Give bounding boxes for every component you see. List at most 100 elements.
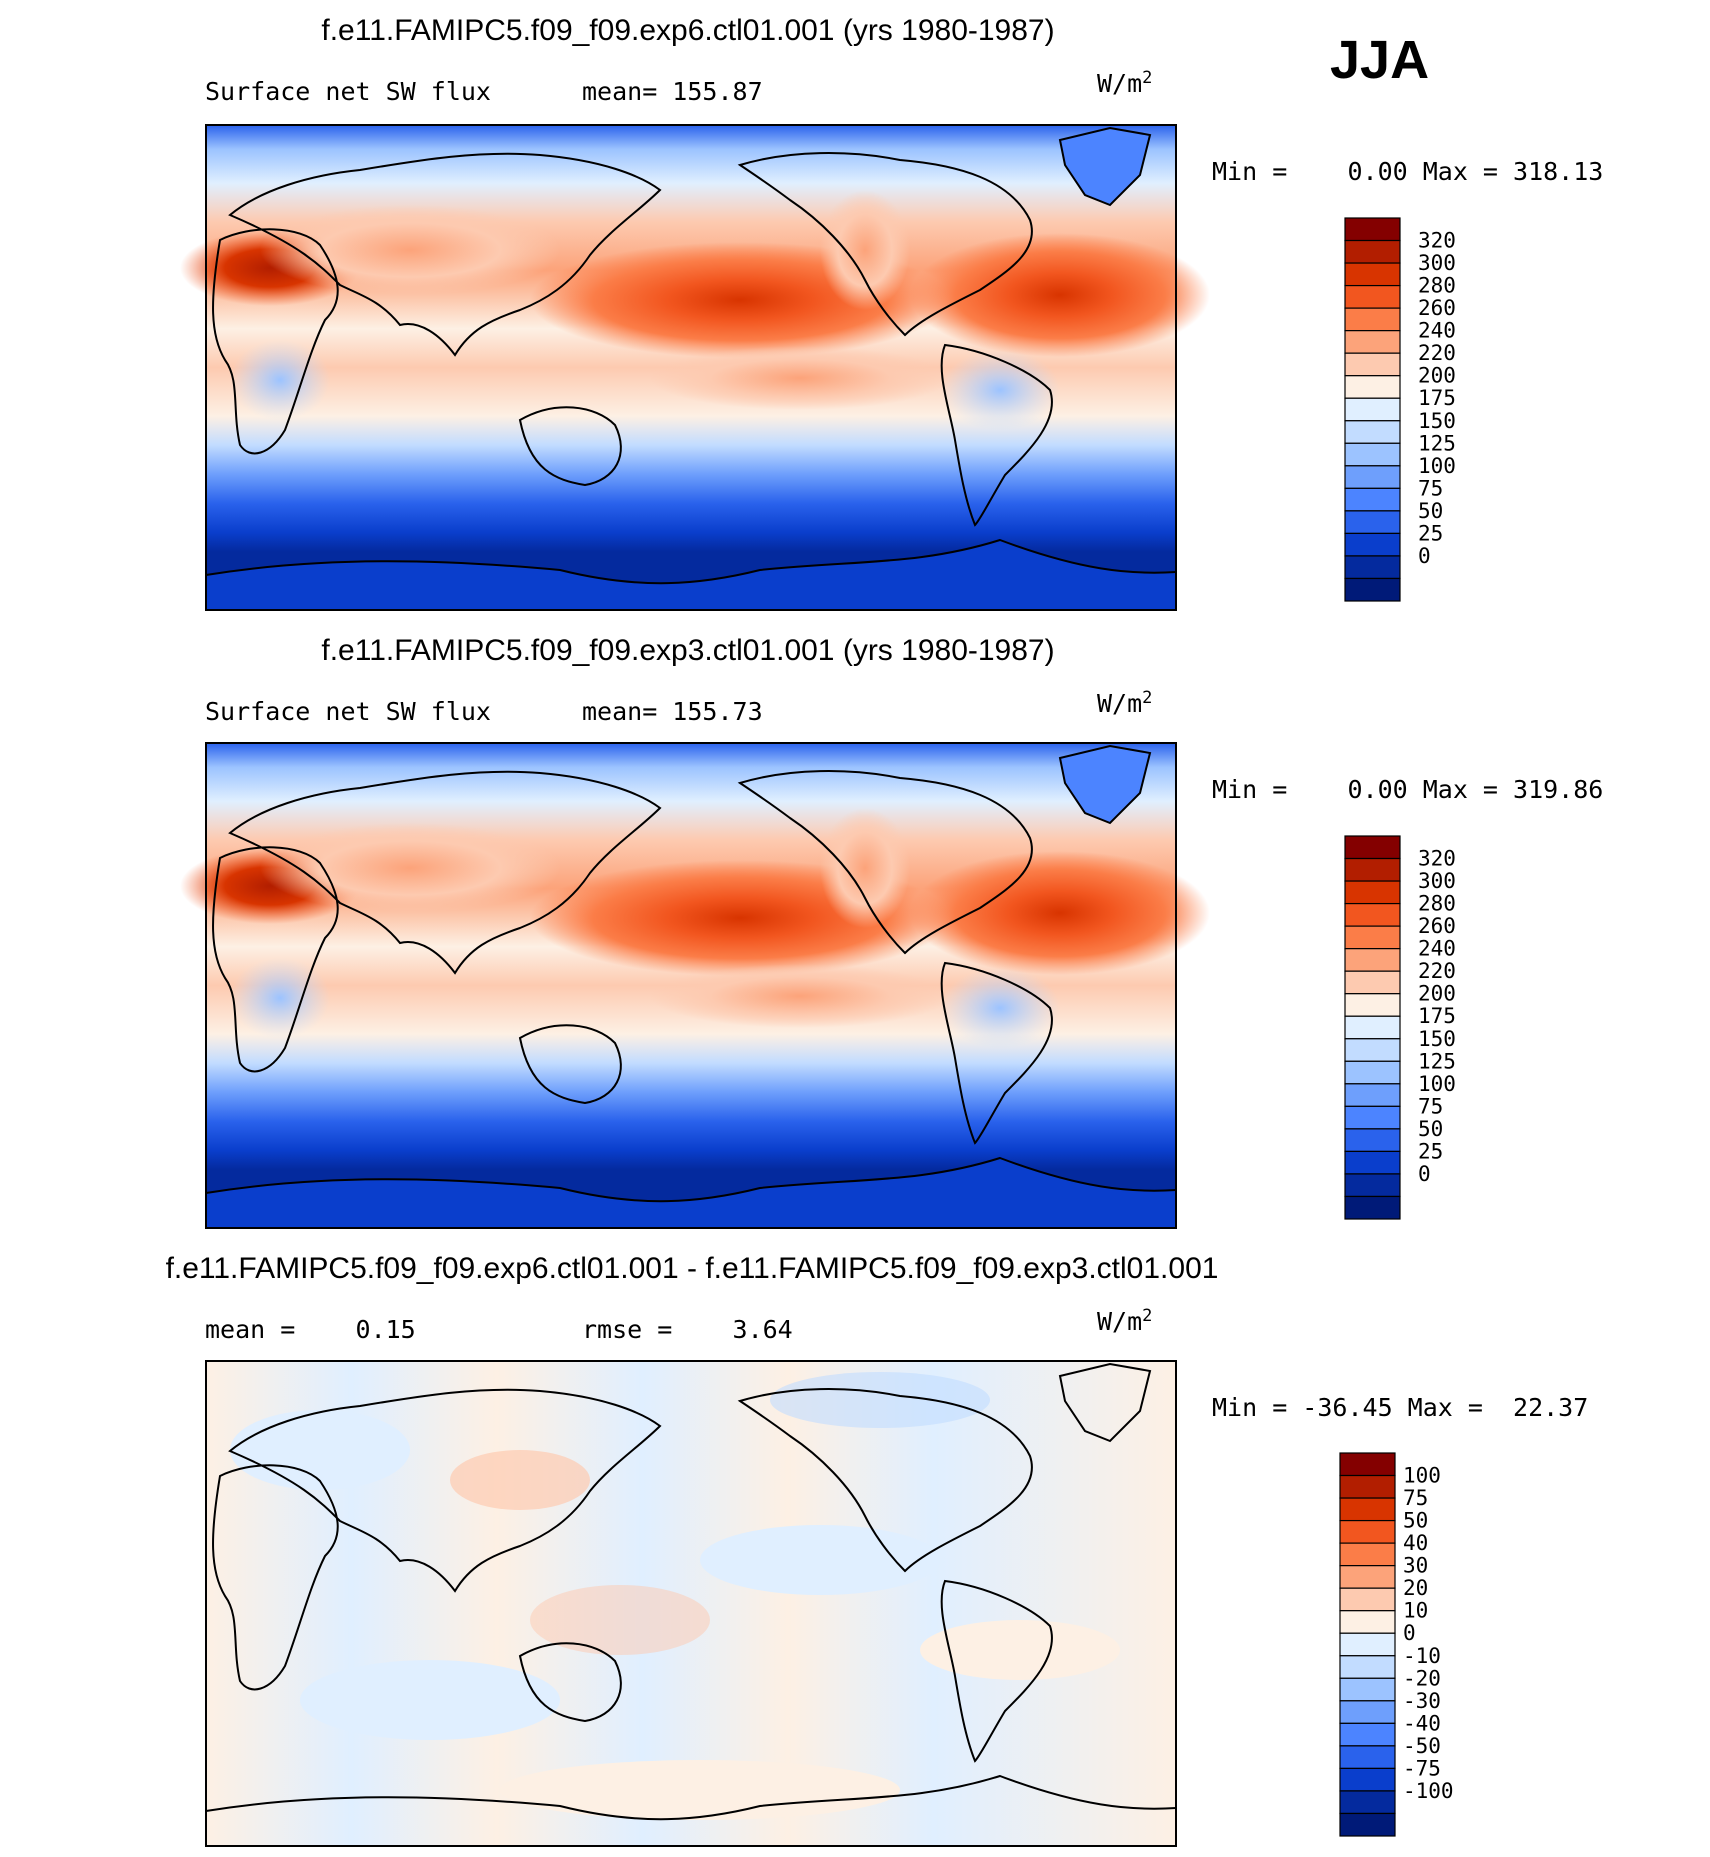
panel-2-colorbar-label: 50 xyxy=(1418,1117,1443,1141)
panel-3-blob-e xyxy=(300,1660,560,1740)
panel-2-colorbar-box xyxy=(1344,902,1401,927)
panel-3-colorbar-box xyxy=(1339,1565,1396,1589)
panel-2-amazon xyxy=(940,968,1060,1048)
panel-2-units-base: W/m xyxy=(1097,689,1142,718)
panel-2-colorbar-box xyxy=(1344,1105,1401,1130)
panel-3-coast-greenland xyxy=(1058,1362,1152,1443)
panel-1-namer xyxy=(820,190,910,310)
panel-3-units-base: W/m xyxy=(1097,1307,1142,1336)
panel-1-colorbar-label: 200 xyxy=(1418,364,1456,388)
panel-1-colorbar-box xyxy=(1344,442,1401,467)
panel-1-colorbar-label: 240 xyxy=(1418,319,1456,343)
panel-2-colorbar-box xyxy=(1344,835,1401,860)
panel-2-namer xyxy=(820,808,910,928)
panel-2-colorbar-box xyxy=(1344,880,1401,905)
panel-1-colorbar-label: 260 xyxy=(1418,296,1456,320)
panel-2-greenland xyxy=(1060,746,1150,823)
panel-1-colorbar-box xyxy=(1344,284,1401,309)
panel-3-colorbar-box xyxy=(1339,1655,1396,1679)
panel-3-mean: mean = 0.15 xyxy=(205,1315,416,1344)
panel-3-colorbar-box xyxy=(1339,1497,1396,1522)
panel-2-colorbar-box xyxy=(1344,1128,1401,1153)
panel-3-colorbar-label: -100 xyxy=(1403,1779,1454,1803)
panel-2-left-label: Surface net SW flux xyxy=(205,697,491,726)
panel-2-colorbar-box xyxy=(1344,970,1401,995)
panel-3-blob-a xyxy=(230,1410,410,1490)
panel-2-colorbar-label: 240 xyxy=(1418,937,1456,961)
panel-3: f.e11.FAMIPC5.f09_f09.exp6.ctl01.001 - f… xyxy=(166,1252,1588,1847)
panel-3-colorbar-box xyxy=(1339,1745,1396,1770)
panel-3-colorbar-box xyxy=(1339,1542,1396,1567)
panel-2-coast-greenland xyxy=(1058,744,1152,825)
panel-3-colorbar-box xyxy=(1339,1812,1396,1837)
panel-2-asia-warm xyxy=(260,823,560,913)
panel-2-colorbar-label: 200 xyxy=(1418,982,1456,1006)
panel-3-colorbar-box xyxy=(1339,1587,1396,1612)
panel-3-map xyxy=(205,1360,1177,1847)
panel-3-title: f.e11.FAMIPC5.f09_f09.exp6.ctl01.001 - f… xyxy=(166,1252,1219,1285)
panel-2-colorbar-label: 175 xyxy=(1418,1004,1456,1028)
panel-2-sepac xyxy=(650,964,950,1028)
panel-3-colorbar-box xyxy=(1339,1767,1396,1792)
panel-2-colorbar-label: 150 xyxy=(1418,1027,1456,1051)
panel-3-colorbar-label: 20 xyxy=(1403,1576,1428,1600)
panel-1-colorbar-box xyxy=(1344,262,1401,287)
panel-1-minmax: Min = 0.00 Max = 318.13 xyxy=(1212,157,1603,186)
panel-3-units-exp: 2 xyxy=(1142,1306,1152,1326)
panel-3-colorbar-label: 10 xyxy=(1403,1599,1428,1623)
panel-2-coast-antarctica xyxy=(205,1156,1177,1203)
panel-3-colorbar-box xyxy=(1339,1700,1396,1724)
panel-2-colorbar-label: 75 xyxy=(1418,1094,1443,1118)
panel-1-colorbar-label: 220 xyxy=(1418,341,1456,365)
panel-2-coast-eurasia xyxy=(228,770,662,975)
panel-2-atl-max xyxy=(910,851,1210,975)
panel-2-colorbar-label: 220 xyxy=(1418,959,1456,983)
panel-3-coast-africa xyxy=(212,1464,339,1691)
panel-1-colorbar-box xyxy=(1344,352,1401,377)
panel-1-frame xyxy=(205,124,1177,611)
panel-1-colorbar-box xyxy=(1344,420,1401,444)
panel-3-coast-eurasia xyxy=(228,1388,662,1593)
panel-1-coast-antarctica xyxy=(205,538,1177,585)
panel-3-coast-australia xyxy=(518,1642,622,1723)
panel-1-colorbar-box xyxy=(1344,239,1401,264)
panel-1-colorbar-label: 75 xyxy=(1418,476,1443,500)
panel-2-coast-namerica xyxy=(737,770,1033,955)
panel-1-colorbar-box xyxy=(1344,487,1401,512)
panel-2-colorbar-box xyxy=(1344,925,1401,950)
panel-3-colorbar-boxes xyxy=(1339,1452,1396,1837)
panel-3-minmax: Min = -36.45 Max = 22.37 xyxy=(1212,1393,1588,1422)
panel-1-colorbar-box xyxy=(1344,397,1401,422)
panel-2-antarctica xyxy=(206,1158,1176,1228)
panel-3-coast-samerica xyxy=(940,1579,1053,1763)
panel-1-greenland xyxy=(1060,128,1150,205)
panel-3-blob-c xyxy=(700,1525,940,1595)
panel-1-left-label: Surface net SW flux xyxy=(205,77,491,106)
panel-1-colorbar-label: 50 xyxy=(1418,499,1443,523)
panel-3-colorbar-box xyxy=(1339,1452,1396,1477)
panel-2-coast-samerica xyxy=(940,961,1053,1145)
panel-1-antarctica xyxy=(206,540,1176,610)
panel-2-colorbar-label: 125 xyxy=(1418,1049,1456,1073)
panel-2-colorbar-box xyxy=(1344,857,1401,882)
panel-2-colorbar-box xyxy=(1344,993,1401,1017)
panel-3-colorbar-label: 75 xyxy=(1403,1486,1428,1510)
panel-1-units: W/m2 xyxy=(1097,68,1152,98)
panel-2-units: W/m2 xyxy=(1097,688,1152,718)
panel-2-colorbar-label: 100 xyxy=(1418,1072,1456,1096)
panel-1-coast-namerica xyxy=(737,152,1033,337)
panel-1-atl-max xyxy=(910,233,1210,357)
panel-1-amazon xyxy=(940,350,1060,430)
panel-1-colorbar-label: 300 xyxy=(1418,251,1456,275)
panel-1-sepac xyxy=(650,346,950,410)
panel-3-rmse: rmse = 3.64 xyxy=(582,1315,793,1344)
panel-3-colorbar-box xyxy=(1339,1677,1396,1702)
panel-2: f.e11.FAMIPC5.f09_f09.exp3.ctl01.001 (yr… xyxy=(180,634,1603,1229)
panel-3-coast-antarctica xyxy=(205,1774,1177,1821)
panel-1-colorbar-label: 150 xyxy=(1418,409,1456,433)
panel-3-colorbar-box xyxy=(1339,1722,1396,1747)
